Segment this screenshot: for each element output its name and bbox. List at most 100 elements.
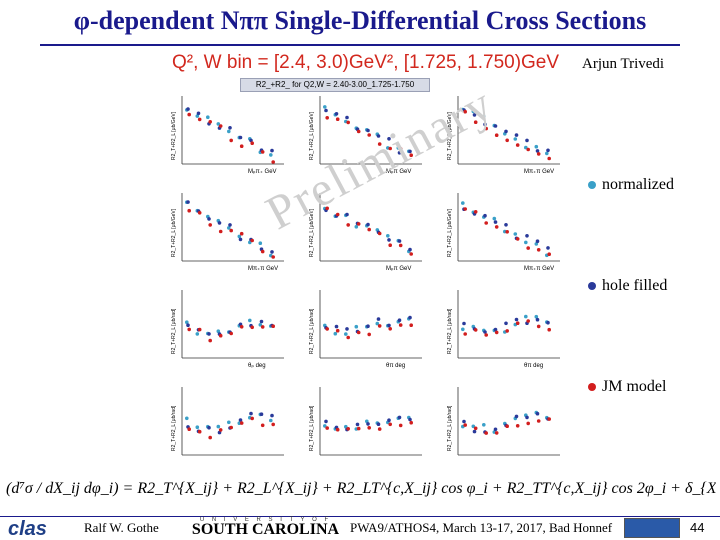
plot-point [208,223,212,227]
plot-point [484,221,488,225]
plot-point [335,328,340,333]
plot-point [195,425,200,429]
bin-subtitle: Q², W bin = [2.4, 3.0)GeV², [1.725, 1.75… [172,52,560,73]
panel-ylabel: R2_T+R2_L [μb/rad] [171,308,177,354]
plot-point [377,324,382,328]
plot-point [335,427,340,432]
plot-point [526,246,530,250]
plot-point [250,416,254,421]
plot-point [250,325,254,330]
plot-point [397,151,402,155]
plot-point [387,323,391,328]
plot-point [514,317,519,322]
plot-point [248,240,252,245]
panel-xlabel: Mπ₊π GeV [524,266,554,272]
panel-xlabel: Mπ₊π GeV [524,169,554,175]
plot-point [525,138,529,143]
plot-point [524,240,528,245]
plot-point [185,416,189,421]
clas-logo: clas [8,518,47,540]
plot-point [325,206,329,211]
usc-logo: U N I V E R S I T Y O F SOUTH CAROLINA [183,517,348,539]
plot-point [270,413,274,418]
panel-ylabel: R2_T+R2_L [μb/GeV] [309,208,315,257]
plot-point [526,147,530,152]
plot-point [238,237,243,242]
plot-point [228,223,232,227]
plot-point [482,114,486,119]
plot-point [409,252,413,256]
plot-point [513,232,518,236]
plot-point [195,114,200,118]
plot-point [229,331,233,336]
plot-point [546,148,550,153]
plot-point [367,332,371,337]
plot-point [462,321,466,326]
conference-info: PWA9/ATHOS4, March 13-17, 2017, Bad Honn… [350,520,613,535]
plot-point [494,133,499,137]
plot-point [227,226,231,230]
plot-point [229,228,233,233]
plot-point [408,315,412,320]
plot-point [207,217,211,221]
usc-logo-main: SOUTH CAROLINA [191,521,340,538]
plot-point [239,144,244,148]
plot-point [473,426,478,431]
plot-point [494,225,499,229]
plot-point [524,314,528,319]
plot-point [398,147,403,151]
plot-point [197,429,202,434]
plot-point [483,122,487,127]
plot-panel: R2_T+R2_L [μb/GeV] Mπ₊π GeV [444,92,562,176]
plot-point [377,427,382,431]
plot-point [237,234,242,239]
plot-point [269,418,273,423]
plot-point [534,314,539,319]
plot-point [218,124,223,128]
plot-point [524,145,528,150]
panel-ylabel: R2_T+R2_L [μb/GeV] [447,111,453,160]
plot-point [388,422,392,427]
plot-panel: R2_T+R2_L [μb/GeV] Mₚπ GeV [306,189,424,273]
plot-point [239,421,244,425]
plot-panel: R2_T+R2_L [μb/GeV] Mπ₊π GeV [444,189,562,273]
legend-jm-model: JM model [588,378,666,396]
plot-point [366,324,370,328]
panel-xlabel: θπ deg [386,363,405,369]
plot-point [388,146,392,151]
plot-point [514,414,519,419]
plot-point [197,327,202,332]
plot-point [334,112,339,116]
plot-point [536,152,541,156]
plot-point [325,327,329,331]
plot-point [346,120,350,125]
plot-header: R2_+R2_ for Q2,W = 2.40-3.00_1.725-1.750 [240,78,430,92]
plot-point [250,141,254,145]
plot-point [271,160,275,164]
plot-panel: R2_T+R2_L [μb/rad] θₚ deg [168,286,286,370]
plot-point [271,422,275,427]
plot-point [187,208,191,213]
plot-point [388,327,392,331]
plot-point [366,128,370,133]
plot-point [323,105,327,109]
plot-point [186,200,190,204]
plot-point [473,120,478,124]
plot-point [270,250,274,254]
plot-point [185,320,189,324]
plot-point [461,201,465,205]
plot-point [197,117,202,122]
plot-point [409,153,413,157]
plot-point [206,115,210,119]
plot-grid: R2_T+R2_L [μb/GeV] Mₚπ₊ GeV R2_T+R2_L [μb/… [168,92,563,467]
plot-point [535,239,540,243]
plot-point [505,329,509,333]
plot-point [493,427,498,432]
plot-point [250,238,254,243]
plot-point [408,247,412,252]
plot-point [387,137,391,141]
panel-xlabel: Mₚπ GeV [386,266,411,272]
plot-point [187,112,191,117]
plot-panel: R2_T+R2_L [μb/GeV] Mₚπ₊ GeV [168,92,286,176]
plot-point [248,318,252,323]
